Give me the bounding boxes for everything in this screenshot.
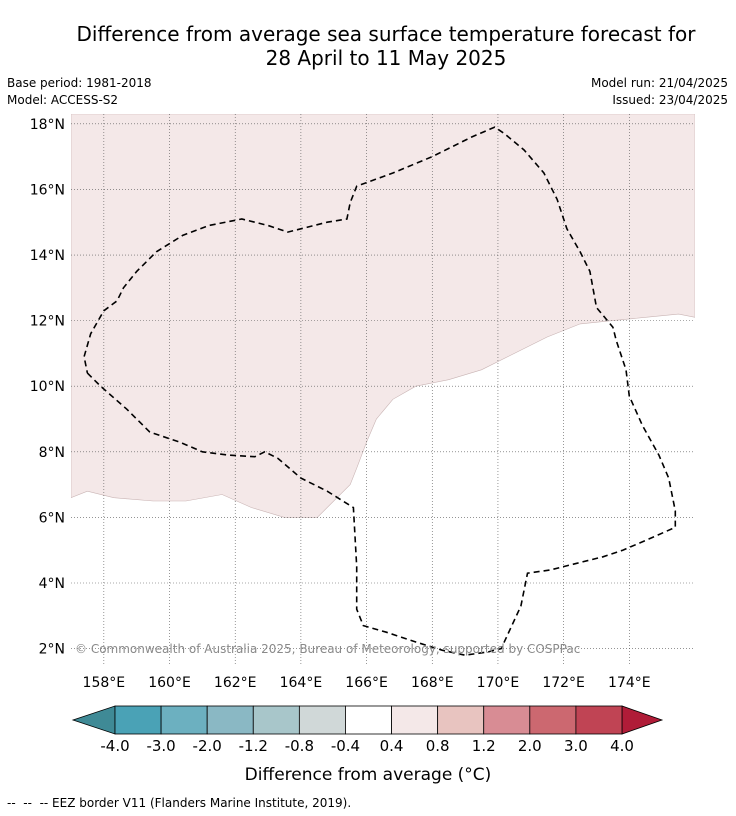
- colorbar-tick-label: -4.0: [100, 737, 129, 755]
- y-tick-label: 14°N: [30, 248, 65, 264]
- x-tick-label: 162°E: [214, 675, 257, 691]
- y-tick-label: 18°N: [30, 117, 65, 133]
- model-name: Model: ACCESS-S2: [7, 93, 119, 107]
- model-run: Model run: 21/04/2025: [590, 76, 728, 90]
- x-tick-label: 174°E: [608, 675, 651, 691]
- chart-title: Difference from average sea surface temp…: [0, 22, 736, 70]
- meta-right: Model run: 21/04/2025 Issued: 23/04/2025: [591, 75, 728, 109]
- colorbar-tick-label: -0.8: [285, 737, 314, 755]
- colorbar-tick-label: 2.0: [518, 737, 542, 755]
- y-tick-label: 2°N: [39, 642, 65, 658]
- x-tick-label: 170°E: [477, 675, 520, 691]
- chart-title-line-1: Difference from average sea surface temp…: [76, 22, 696, 46]
- x-tick-label: 172°E: [542, 675, 585, 691]
- colorbar-tick-label: 3.0: [564, 737, 588, 755]
- colorbar-tick-label: -2.0: [193, 737, 222, 755]
- eez-footer-note: -- -- -- EEZ border V11 (Flanders Marine…: [7, 796, 352, 810]
- y-tick-label: 12°N: [30, 314, 65, 330]
- meta-left: Base period: 1981-2018 Model: ACCESS-S2: [7, 75, 152, 109]
- anomaly-region-0: [71, 114, 695, 518]
- colorbar-swatch: [437, 705, 485, 735]
- colorbar-tick-label: -0.4: [331, 737, 360, 755]
- colorbar-title: Difference from average (°C): [245, 765, 492, 785]
- y-tick-label: 6°N: [39, 510, 65, 526]
- colorbar-tick-label: 0.4: [380, 737, 404, 755]
- y-tick-label: 16°N: [30, 182, 65, 198]
- issued-date: Issued: 23/04/2025: [612, 93, 728, 107]
- x-tick-label: 160°E: [148, 675, 191, 691]
- y-tick-label: 10°N: [30, 379, 65, 395]
- y-tick-label: 4°N: [39, 576, 65, 592]
- gridlines: [71, 114, 695, 665]
- colorbar-tick-label: 0.8: [426, 737, 450, 755]
- colorbar-swatch: [206, 705, 254, 735]
- copyright-notice: © Commonwealth of Australia 2025, Bureau…: [75, 642, 580, 656]
- colorbar-over-arrow: [621, 705, 664, 735]
- colorbar-swatch: [391, 705, 439, 735]
- colorbar-tick-label: -3.0: [146, 737, 175, 755]
- colorbar-tick-label: 4.0: [610, 737, 634, 755]
- colorbar-swatch: [160, 705, 208, 735]
- chart-title-line-2: 28 April to 11 May 2025: [265, 46, 507, 70]
- colorbar-swatch: [114, 705, 162, 735]
- colorbar-tick-label: 1.2: [472, 737, 496, 755]
- axis-ticks: 158°E 160°E 162°E 164°E 166°E 168°E 170°E 172°E…: [30, 117, 651, 691]
- x-tick-label: 166°E: [345, 675, 388, 691]
- colorbar-swatch: [252, 705, 300, 735]
- colorbar-swatch: [483, 705, 531, 735]
- eez-border-line: [83, 126, 677, 657]
- colorbar-tick-label: -1.2: [239, 737, 268, 755]
- eez-border: [83, 126, 677, 657]
- x-tick-label: 168°E: [411, 675, 454, 691]
- base-period: Base period: 1981-2018: [7, 76, 152, 90]
- colorbar: -4.0 -3.0 -2.0 -1.2 -0.8 -0.4 0.4 0.8 1.2 2.0 3.0 4…: [71, 705, 664, 755]
- x-tick-label: 158°E: [83, 675, 126, 691]
- y-tick-label: 8°N: [39, 445, 65, 461]
- colorbar-swatch: [575, 705, 623, 735]
- colorbar-swatch: [345, 705, 392, 735]
- x-tick-label: 164°E: [280, 675, 323, 691]
- map-plot-area: [71, 114, 695, 665]
- colorbar-swatch: [529, 705, 577, 735]
- colorbar-under-arrow: [71, 705, 116, 735]
- colorbar-swatch: [298, 705, 346, 735]
